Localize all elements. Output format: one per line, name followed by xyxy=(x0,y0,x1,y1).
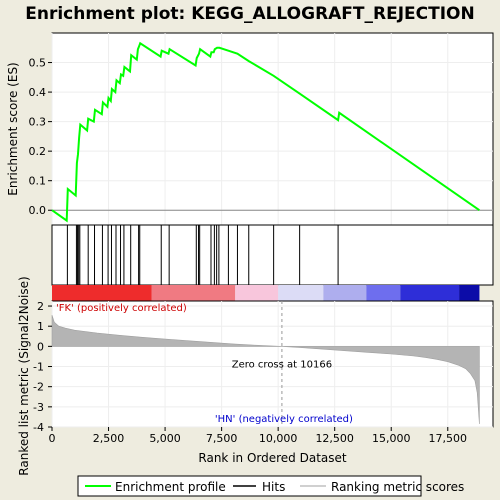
metric-y-tick-label: 1 xyxy=(37,320,44,333)
metric-y-tick-label: -2 xyxy=(33,381,44,394)
metric-y-tick-label: -3 xyxy=(33,401,44,414)
zero-cross-label: Zero cross at 10166 xyxy=(232,360,332,371)
x-tick-label: 5,000 xyxy=(149,432,181,445)
color-bar-segment xyxy=(278,285,324,301)
color-bar-segment xyxy=(52,285,152,301)
enrichment-profile-line xyxy=(51,41,480,223)
color-bar-segment xyxy=(366,285,401,301)
es-gridlines xyxy=(51,33,493,225)
negative-correlation-label: 'HN' (negatively correlated) xyxy=(215,414,353,425)
metric-y-axis: 2 1 0 -1 -2 -3 -4 xyxy=(33,300,52,434)
metric-y-tick-label: 0 xyxy=(37,340,44,353)
x-tick-label: 15,000 xyxy=(372,432,411,445)
x-tick-label: 7,500 xyxy=(206,432,238,445)
hits-panel xyxy=(51,224,494,286)
metric-y-tick-label: 2 xyxy=(37,300,44,313)
x-axis: 0 2,500 5,000 7,500 10,000 12,500 15,000 17,500 xyxy=(49,427,468,445)
chart-title: Enrichment plot: KEGG_ALLOGRAFT_REJECTIO… xyxy=(25,4,475,24)
x-tick-label: 17,500 xyxy=(429,432,468,445)
es-y-axis: 0.0 0.1 0.2 0.3 0.4 0.5 xyxy=(29,57,52,217)
positive-correlation-label: 'FK' (positively correlated) xyxy=(56,303,187,314)
es-y-tick-label: 0.0 xyxy=(29,204,47,217)
x-tick-label: 10,000 xyxy=(259,432,298,445)
metric-y-tick-label: -4 xyxy=(33,421,44,434)
legend-label-ranking-metric: Ranking metric scores xyxy=(331,480,464,494)
color-bar-segment xyxy=(459,285,480,301)
x-axis-label: Rank in Ordered Dataset xyxy=(198,451,346,465)
rank-color-bar xyxy=(52,285,480,301)
es-y-axis-label: Enrichment score (ES) xyxy=(6,62,20,195)
es-y-tick-label: 0.4 xyxy=(29,86,47,99)
ranked-metric-panel xyxy=(51,300,494,428)
color-bar-segment xyxy=(151,285,236,301)
es-y-tick-label: 0.2 xyxy=(29,145,47,158)
es-y-tick-label: 0.3 xyxy=(29,116,47,129)
hits-markers xyxy=(66,225,339,285)
metric-y-tick-label: -1 xyxy=(33,361,44,374)
es-y-tick-label: 0.1 xyxy=(29,175,47,188)
es-y-tick-label: 0.5 xyxy=(29,57,47,70)
color-bar-segment xyxy=(235,285,279,301)
x-tick-label: 0 xyxy=(49,432,56,445)
es-panel xyxy=(51,32,494,226)
color-bar-segment xyxy=(400,285,460,301)
x-tick-label: 12,500 xyxy=(315,432,354,445)
legend-label-hits: Hits xyxy=(262,480,285,494)
color-bar-segment xyxy=(323,285,367,301)
ranking-metric-area xyxy=(51,315,480,425)
metric-y-axis-label: Ranked list metric (Signal2Noise) xyxy=(17,276,31,475)
legend-label-enrichment-profile: Enrichment profile xyxy=(115,480,226,494)
x-tick-label: 2,500 xyxy=(93,432,125,445)
legend: Enrichment profile Hits Ranking metric s… xyxy=(77,475,464,497)
